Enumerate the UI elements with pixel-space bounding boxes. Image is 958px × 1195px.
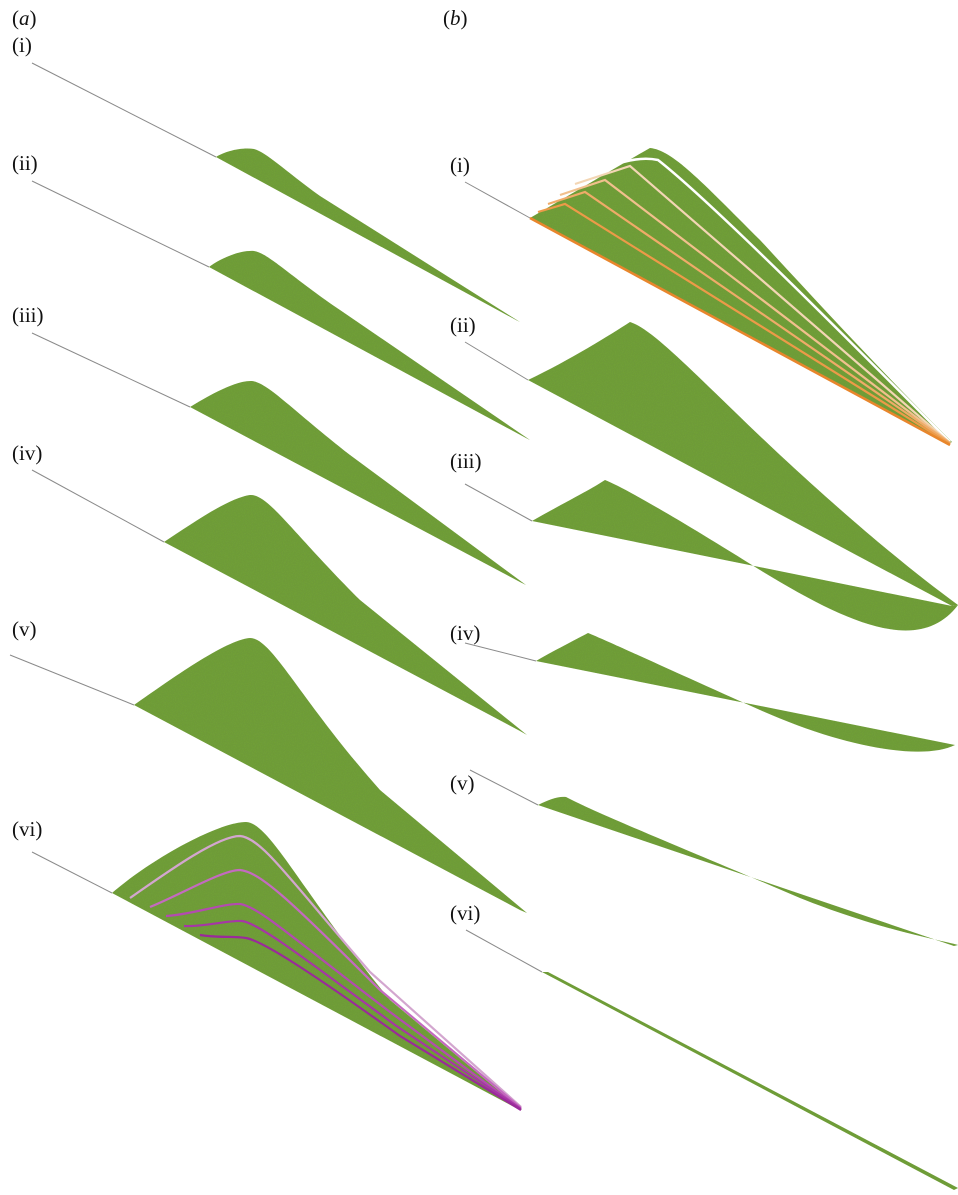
canopy-surface bbox=[216, 148, 520, 322]
baseline bbox=[464, 341, 529, 381]
contour-line bbox=[574, 164, 951, 444]
contour-line bbox=[149, 868, 522, 1109]
panel-a-item-3: (iii) bbox=[12, 303, 526, 585]
panel-b-item-5: (v) bbox=[450, 769, 958, 946]
baseline bbox=[31, 851, 113, 894]
canopy-surface bbox=[164, 494, 527, 735]
panel-b-letter: b bbox=[450, 6, 461, 30]
canopy-surface bbox=[190, 380, 526, 585]
canopy-surface bbox=[134, 638, 527, 913]
contour-line bbox=[183, 919, 522, 1110]
panel-a-item-6: (vi) bbox=[12, 817, 522, 1111]
canopy-surface bbox=[112, 822, 522, 1110]
panel-b-item-3: (iii) bbox=[450, 449, 958, 631]
panel-b-item-4-label: (iv) bbox=[450, 621, 480, 645]
contour-line bbox=[559, 178, 951, 444]
baseline bbox=[31, 62, 217, 158]
contour-line bbox=[165, 902, 522, 1110]
panel-b-item-2: (ii) bbox=[450, 313, 958, 606]
canopy-surface bbox=[530, 148, 952, 444]
contour-line bbox=[199, 933, 522, 1111]
panel-a-item-3-label: (iii) bbox=[12, 303, 44, 327]
contour-line bbox=[599, 157, 951, 443]
panel-b-heading: (b) bbox=[443, 6, 468, 30]
canopy-surface bbox=[532, 480, 958, 631]
contour-line bbox=[129, 834, 522, 1108]
baseline bbox=[464, 642, 537, 662]
panel-b-item-6-label: (vi) bbox=[450, 901, 480, 925]
canopy-surface bbox=[536, 633, 955, 752]
canopy-surface bbox=[528, 322, 958, 606]
panel-b: (i) (ii) (iii) (iv) bbox=[450, 148, 958, 1190]
baseline bbox=[464, 181, 531, 219]
panel-b-item-6: (vi) bbox=[450, 901, 958, 1190]
panel-a: (i) (ii) (iii) (iv) (v) bbox=[9, 33, 530, 1111]
baseline bbox=[31, 469, 165, 543]
panel-a-item-6-label: (vi) bbox=[12, 817, 42, 841]
panel-a-item-5: (v) bbox=[9, 617, 527, 913]
panel-b-item-3-label: (iii) bbox=[450, 449, 482, 473]
canopy-surface bbox=[209, 250, 530, 440]
panel-a-item-4-label: (iv) bbox=[12, 441, 42, 465]
panel-a-heading: (a) bbox=[12, 6, 37, 30]
panel-a-item-4: (iv) bbox=[12, 441, 527, 735]
panel-a-item-1: (i) bbox=[12, 33, 520, 322]
panel-b-item-1: (i) bbox=[450, 148, 952, 447]
canopy-surface bbox=[538, 796, 958, 946]
panel-a-item-2: (ii) bbox=[12, 151, 530, 440]
contour-line bbox=[547, 190, 951, 444]
baseline bbox=[464, 483, 533, 522]
contour-line bbox=[537, 202, 951, 445]
baseline bbox=[465, 929, 543, 973]
panel-b-item-5-label: (v) bbox=[450, 771, 475, 795]
panel-a-item-1-label: (i) bbox=[12, 33, 32, 57]
panel-b-item-2-label: (ii) bbox=[450, 313, 476, 337]
baseline bbox=[469, 769, 539, 806]
panel-b-item-1-label: (i) bbox=[450, 153, 470, 177]
baseline bbox=[9, 654, 135, 706]
contour-line bbox=[529, 216, 951, 447]
panel-a-letter: a bbox=[19, 6, 30, 30]
canopy-surface bbox=[542, 972, 958, 1190]
baseline bbox=[31, 180, 210, 268]
panel-a-item-5-label: (v) bbox=[12, 617, 37, 641]
baseline bbox=[31, 332, 191, 408]
panel-b-item-4: (iv) bbox=[450, 621, 955, 752]
panel-a-item-2-label: (ii) bbox=[12, 151, 38, 175]
